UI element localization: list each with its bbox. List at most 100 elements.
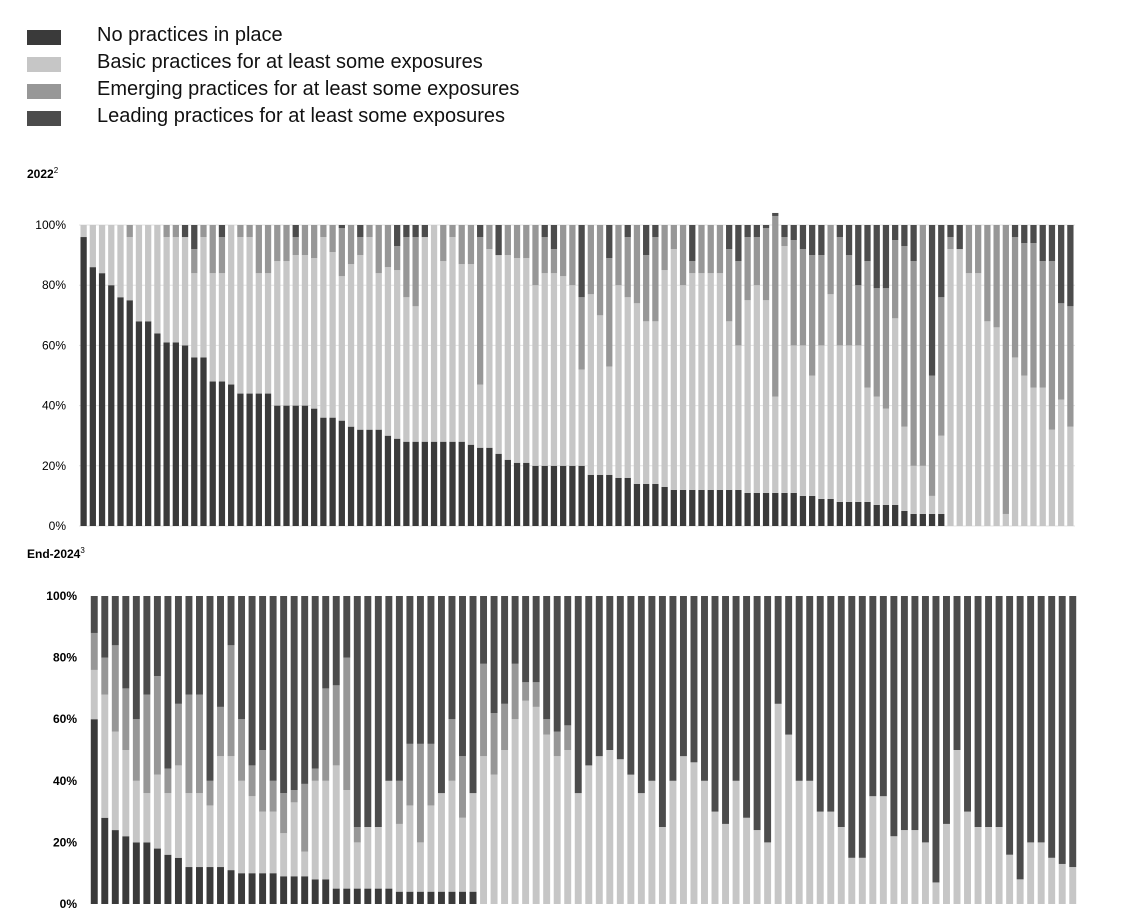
leading-practices-segment bbox=[764, 596, 772, 843]
basic-practices-segment bbox=[486, 249, 493, 448]
bar bbox=[785, 596, 793, 904]
basic-practices-segment bbox=[790, 345, 797, 493]
no-practices-segment bbox=[596, 474, 604, 526]
basic-practices-segment bbox=[848, 857, 856, 904]
bar bbox=[711, 596, 719, 904]
leading-practices-segment bbox=[218, 225, 226, 238]
bar bbox=[633, 225, 641, 526]
no-practices-segment bbox=[181, 345, 189, 526]
basic-practices-segment bbox=[406, 805, 414, 892]
basic-practices-segment bbox=[679, 285, 687, 490]
leading-practices-segment bbox=[290, 596, 298, 791]
emerging-practices-segment bbox=[661, 225, 668, 271]
leading-practices-segment bbox=[689, 225, 696, 262]
basic-practices-segment bbox=[280, 833, 288, 877]
no-practices-segment bbox=[818, 498, 825, 526]
no-practices-segment bbox=[560, 465, 567, 526]
bar bbox=[627, 596, 635, 904]
bar bbox=[523, 225, 530, 526]
leading-practices-segment bbox=[511, 596, 519, 664]
leading-practices-segment bbox=[816, 596, 824, 812]
basic-practices-segment bbox=[919, 465, 926, 514]
no-practices-segment bbox=[772, 492, 779, 526]
bar bbox=[837, 596, 845, 904]
bar bbox=[890, 596, 898, 904]
bar bbox=[1058, 225, 1065, 526]
leading-practices-segment bbox=[196, 596, 203, 695]
leading-practices-segment bbox=[921, 596, 929, 843]
leading-practices-segment bbox=[837, 596, 845, 827]
basic-practices-segment bbox=[984, 321, 991, 526]
no-practices-segment bbox=[689, 489, 696, 526]
bar bbox=[816, 596, 824, 904]
no-practices-segment bbox=[459, 891, 466, 904]
legend-swatch bbox=[27, 30, 61, 45]
leading-practices-segment bbox=[495, 225, 502, 256]
emerging-practices-segment bbox=[818, 255, 825, 346]
emerging-practices-segment bbox=[615, 225, 622, 286]
basic-practices-segment bbox=[108, 225, 115, 286]
emerging-practices-segment bbox=[624, 237, 631, 298]
basic-practices-segment bbox=[669, 780, 677, 904]
no-practices-segment bbox=[416, 891, 424, 904]
bar bbox=[394, 225, 401, 526]
emerging-practices-segment bbox=[283, 225, 290, 262]
no-practices-segment bbox=[135, 321, 143, 526]
basic-practices-segment bbox=[416, 842, 424, 892]
leading-practices-segment bbox=[735, 225, 742, 262]
emerging-practices-segment bbox=[892, 240, 899, 319]
no-practices-segment bbox=[108, 285, 115, 526]
no-practices-segment bbox=[143, 842, 151, 904]
basic-practices-segment bbox=[606, 750, 614, 904]
legend-label: Leading practices for at least some expo… bbox=[97, 105, 505, 127]
leading-practices-segment bbox=[892, 225, 899, 241]
basic-practices-segment bbox=[1048, 429, 1056, 526]
no-practices-segment bbox=[375, 429, 382, 526]
bar bbox=[374, 596, 382, 904]
bar bbox=[269, 596, 277, 904]
bar bbox=[845, 225, 853, 526]
emerging-practices-segment bbox=[511, 663, 519, 720]
emerging-practices-segment bbox=[965, 225, 973, 274]
basic-practices-segment bbox=[845, 345, 853, 502]
no-practices-segment bbox=[437, 891, 445, 904]
leading-practices-segment bbox=[911, 596, 919, 831]
basic-practices-segment bbox=[753, 830, 761, 904]
bar bbox=[698, 225, 705, 526]
emerging-practices-segment bbox=[569, 225, 576, 286]
basic-practices-segment bbox=[200, 237, 207, 358]
emerging-practices-segment bbox=[122, 688, 130, 750]
leading-practices-segment bbox=[795, 596, 803, 781]
bar bbox=[449, 225, 456, 526]
leading-practices-segment bbox=[101, 596, 109, 658]
no-practices-segment bbox=[126, 300, 133, 526]
no-practices-segment bbox=[421, 441, 428, 526]
basic-practices-segment bbox=[154, 225, 161, 334]
y-tick-label: 100% bbox=[46, 589, 77, 603]
basic-practices-segment bbox=[643, 321, 650, 484]
chart-title-footnote: 3 bbox=[80, 546, 85, 555]
emerging-practices-segment bbox=[541, 237, 548, 274]
no-practices-segment bbox=[338, 420, 345, 526]
basic-practices-segment bbox=[1002, 513, 1009, 526]
emerging-practices-segment bbox=[255, 225, 262, 274]
basic-practices-segment bbox=[237, 237, 244, 394]
emerging-practices-segment bbox=[459, 756, 466, 818]
basic-practices-segment bbox=[394, 270, 401, 439]
emerging-practices-segment bbox=[919, 225, 926, 466]
basic-practices-segment bbox=[427, 805, 435, 892]
bar bbox=[143, 596, 151, 904]
basic-practices-segment bbox=[806, 780, 814, 904]
leading-practices-segment bbox=[938, 225, 945, 298]
bar bbox=[964, 596, 971, 904]
emerging-practices-segment bbox=[984, 225, 991, 322]
leading-practices-segment bbox=[448, 596, 456, 720]
basic-practices-segment bbox=[206, 805, 214, 868]
bar bbox=[1002, 225, 1009, 526]
emerging-practices-segment bbox=[191, 249, 198, 274]
leading-practices-segment bbox=[879, 596, 887, 797]
basic-practices-segment bbox=[122, 750, 130, 837]
emerging-practices-segment bbox=[523, 225, 530, 259]
bar bbox=[836, 225, 843, 526]
leading-practices-segment bbox=[848, 596, 856, 858]
